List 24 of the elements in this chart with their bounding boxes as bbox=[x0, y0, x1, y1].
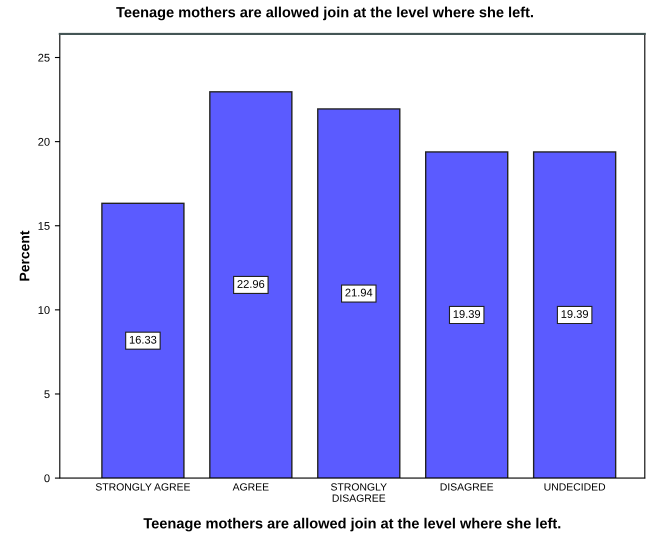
data-label: 22.96 bbox=[238, 280, 264, 288]
x-axis-title: Teenage mothers are allowed join at the level where she left. bbox=[144, 518, 560, 532]
y-tick-label: 0 bbox=[44, 474, 50, 482]
data-label: 19.39 bbox=[562, 310, 588, 318]
chart-title: Teenage mothers are allowed join at the level where she left. bbox=[116, 6, 533, 20]
bar bbox=[101, 202, 185, 478]
bar bbox=[209, 91, 293, 478]
y-tick-label: 20 bbox=[38, 138, 50, 146]
data-label: 19.39 bbox=[454, 310, 480, 318]
y-axis-title: Percent bbox=[20, 230, 30, 281]
y-tick-label: 25 bbox=[38, 54, 50, 62]
y-tick-label: 5 bbox=[44, 390, 50, 398]
bar bbox=[532, 151, 616, 478]
y-tick-label: 10 bbox=[38, 306, 50, 314]
bar bbox=[425, 151, 508, 478]
y-tick-label: 15 bbox=[38, 222, 50, 230]
data-label: 21.94 bbox=[345, 288, 372, 297]
x-tick-label: STRONGLY DISAGREE bbox=[330, 483, 387, 502]
x-tick-label: UNDECIDED bbox=[544, 483, 606, 491]
x-tick-label: DISAGREE bbox=[440, 483, 494, 491]
x-tick-label: STRONGLY AGREE bbox=[96, 483, 190, 491]
x-tick-label: AGREE bbox=[232, 483, 269, 491]
data-label: 16.33 bbox=[130, 336, 156, 344]
bar bbox=[317, 108, 400, 478]
